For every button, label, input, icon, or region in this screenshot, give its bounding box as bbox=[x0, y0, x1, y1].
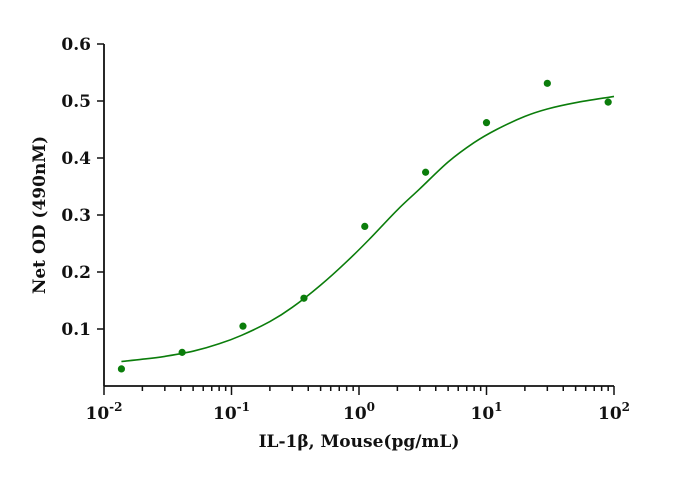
x-tick-label: 100 bbox=[343, 400, 375, 424]
fit-curve bbox=[121, 95, 615, 363]
x-tick-exponent: 1 bbox=[494, 400, 502, 414]
axes bbox=[103, 44, 614, 387]
x-tick-exponent: -1 bbox=[237, 400, 250, 414]
y-ticks: 0.1 0.2 0.3 0.4 0.5 0.6 bbox=[61, 35, 104, 340]
x-tick-exponent: 0 bbox=[367, 400, 375, 414]
y-tick-label: 0.3 bbox=[61, 206, 91, 226]
x-tick-label: 102 bbox=[598, 400, 630, 424]
x-tick-base: 10 bbox=[343, 404, 367, 424]
y-tick-label: 0.6 bbox=[61, 35, 91, 55]
data-point bbox=[422, 168, 430, 176]
data-point bbox=[604, 98, 612, 106]
x-tick-label: 101 bbox=[470, 400, 502, 424]
x-tick-label: 10-1 bbox=[213, 400, 250, 424]
data-point bbox=[178, 348, 186, 356]
y-tick-label: 0.5 bbox=[61, 92, 91, 112]
y-tick-label: 0.2 bbox=[61, 263, 91, 283]
y-axis-title: Net OD (490nM) bbox=[30, 136, 50, 294]
data-point bbox=[482, 119, 491, 127]
y-tick-label: 0.1 bbox=[61, 320, 91, 340]
data-points bbox=[117, 79, 612, 373]
x-tick-exponent: 2 bbox=[622, 400, 630, 414]
x-tick-base: 10 bbox=[470, 404, 494, 424]
x-tick-exponent: -2 bbox=[109, 400, 122, 414]
x-tick-label: 10-2 bbox=[85, 400, 122, 424]
fit-curve-layer bbox=[121, 95, 615, 363]
x-tick-base: 10 bbox=[598, 404, 622, 424]
x-tick-base: 10 bbox=[85, 404, 109, 424]
data-point bbox=[543, 79, 551, 87]
y-tick-label: 0.4 bbox=[61, 149, 91, 169]
x-axis-title: IL-1β, Mouse(pg/mL) bbox=[259, 432, 460, 452]
data-point bbox=[117, 365, 126, 373]
data-point bbox=[239, 322, 247, 330]
data-point bbox=[300, 294, 308, 302]
x-ticks: 10-2 10-1 100 101 102 bbox=[85, 386, 630, 424]
x-tick-base: 10 bbox=[213, 404, 237, 424]
data-point bbox=[361, 222, 369, 230]
